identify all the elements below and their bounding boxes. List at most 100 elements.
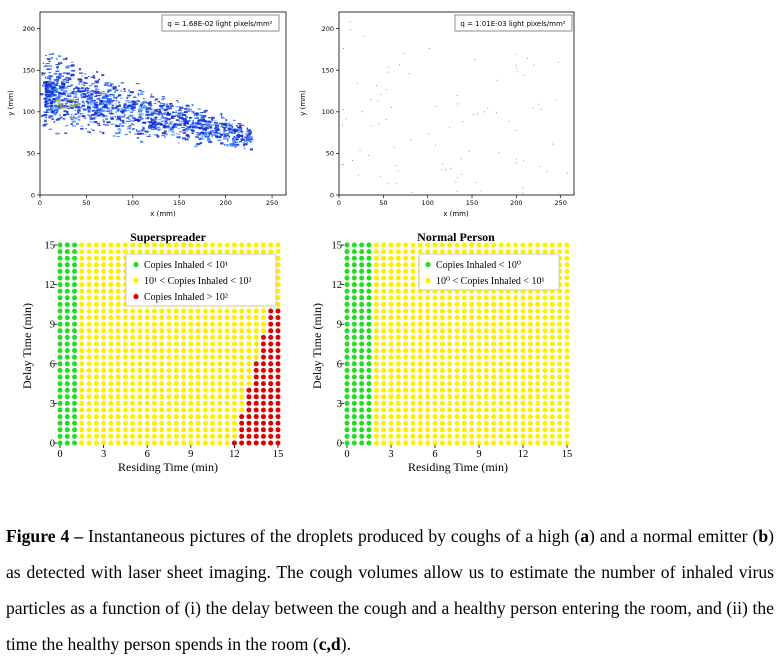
- grid-dot: [57, 440, 63, 446]
- grid-dot: [268, 427, 274, 433]
- grid-dot: [535, 301, 541, 307]
- droplet: [249, 137, 252, 139]
- droplet: [198, 137, 203, 140]
- droplet: [79, 106, 83, 109]
- grid-dot: [181, 249, 187, 255]
- grid-dot: [57, 348, 63, 354]
- grid-dot: [491, 414, 497, 420]
- droplet: [131, 123, 133, 125]
- grid-dot: [388, 400, 394, 406]
- grid-dot: [101, 295, 107, 301]
- droplet: [540, 109, 542, 111]
- droplet: [462, 120, 464, 122]
- grid-dot: [513, 341, 519, 347]
- droplet: [165, 122, 169, 125]
- grid-dot: [195, 427, 201, 433]
- droplet: [229, 125, 233, 127]
- droplet: [456, 190, 458, 192]
- grid-dot: [86, 427, 92, 433]
- droplet: [81, 92, 83, 95]
- grid-dot: [151, 242, 157, 248]
- grid-dot: [564, 334, 570, 340]
- y-tick-label: 6: [337, 359, 342, 370]
- droplet: [66, 110, 69, 114]
- panel-b-annotation-box: q = 1.01E-03 light pixels/mm²: [454, 14, 573, 32]
- grid-dot: [491, 407, 497, 413]
- grid-dot: [64, 427, 70, 433]
- grid-dot: [469, 308, 475, 314]
- grid-dot: [57, 374, 63, 380]
- grid-dot: [122, 242, 128, 248]
- droplet: [181, 127, 185, 129]
- droplet: [165, 106, 170, 108]
- grid-dot: [268, 394, 274, 400]
- droplet: [53, 104, 58, 107]
- grid-dot: [388, 387, 394, 393]
- droplet: [188, 108, 192, 111]
- grid-dot: [86, 275, 92, 281]
- grid-dot: [395, 367, 401, 373]
- grid-dot: [64, 440, 70, 446]
- grid-dot: [351, 255, 357, 261]
- droplet: [496, 112, 497, 114]
- grid-dot: [188, 433, 194, 439]
- grid-dot: [93, 301, 99, 307]
- droplet: [142, 129, 145, 131]
- grid-dot: [439, 242, 445, 248]
- grid-dot: [224, 381, 230, 387]
- grid-dot: [151, 381, 157, 387]
- grid-dot: [159, 308, 165, 314]
- droplet: [56, 91, 61, 93]
- grid-dot: [483, 354, 489, 360]
- grid-dot: [217, 308, 223, 314]
- droplet: [349, 29, 351, 31]
- grid-dot: [57, 381, 63, 387]
- droplet: [59, 117, 62, 119]
- grid-dot: [425, 381, 431, 387]
- grid-dot: [483, 308, 489, 314]
- grid-dot: [542, 394, 548, 400]
- grid-dot: [520, 334, 526, 340]
- droplet: [102, 91, 105, 93]
- droplet: [109, 100, 112, 103]
- droplet: [206, 122, 209, 125]
- grid-dot: [395, 433, 401, 439]
- grid-dot: [366, 328, 372, 334]
- droplet: [44, 76, 47, 79]
- droplet: [237, 126, 241, 128]
- droplet: [216, 137, 218, 139]
- grid-dot: [432, 341, 438, 347]
- droplet: [215, 132, 219, 135]
- grid-dot: [388, 381, 394, 387]
- caption-text-2: ) and a normal emitter (: [588, 526, 759, 546]
- grid-dot: [351, 367, 357, 373]
- droplet: [144, 105, 147, 109]
- grid-dot: [373, 295, 379, 301]
- grid-dot: [520, 387, 526, 393]
- grid-dot: [520, 249, 526, 255]
- droplet: [103, 120, 105, 123]
- grid-dot: [195, 400, 201, 406]
- droplet: [388, 71, 390, 73]
- grid-dot: [253, 381, 259, 387]
- droplet: [98, 103, 103, 106]
- grid-dot: [260, 348, 266, 354]
- grid-dot: [476, 301, 482, 307]
- droplet: [175, 119, 180, 122]
- grid-dot: [388, 367, 394, 373]
- caption-ref-cd: c,d: [318, 634, 341, 654]
- droplet: [102, 102, 107, 104]
- droplet: [59, 91, 62, 94]
- grid-dot: [195, 321, 201, 327]
- grid-dot: [513, 295, 519, 301]
- grid-dot: [166, 361, 172, 367]
- grid-dot: [224, 427, 230, 433]
- grid-dot: [86, 301, 92, 307]
- panel-d-title: Normal Person: [417, 230, 495, 244]
- droplet: [533, 64, 535, 66]
- grid-dot: [101, 328, 107, 334]
- grid-dot: [381, 288, 387, 294]
- grid-dot: [483, 367, 489, 373]
- droplet: [246, 141, 248, 143]
